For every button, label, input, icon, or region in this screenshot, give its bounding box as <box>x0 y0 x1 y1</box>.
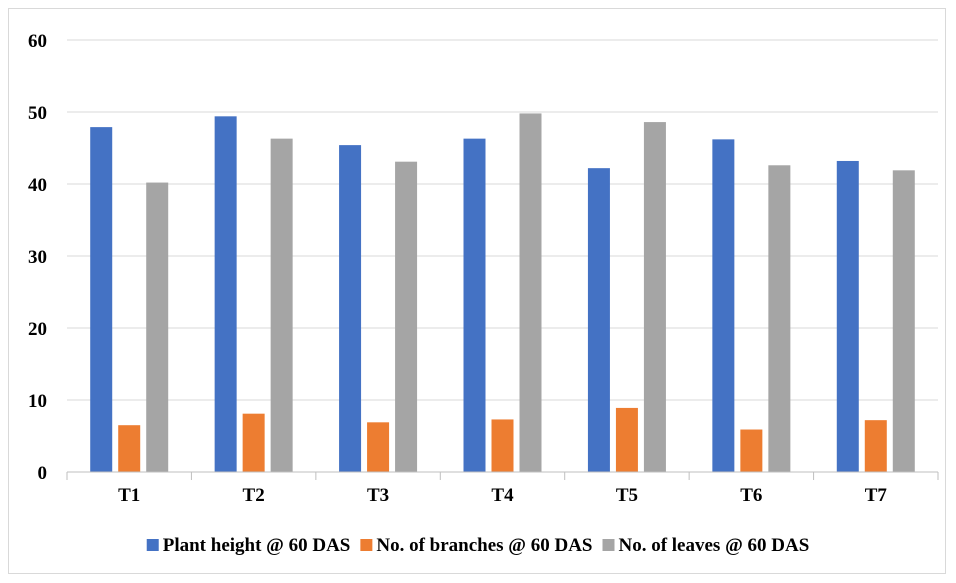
bar <box>768 165 791 472</box>
gridlines <box>67 39 938 401</box>
bar <box>270 138 293 472</box>
y-tick-label: 20 <box>28 319 47 340</box>
axes: 0 10 20 30 40 50 60 T1 T2 T3 T4 T5 T6 T7 <box>28 31 939 506</box>
x-tick-label: T5 <box>616 485 638 506</box>
y-tick-label: 60 <box>28 31 47 52</box>
bar <box>242 413 265 472</box>
legend-swatch <box>360 539 373 551</box>
legend: Plant height @ 60 DAS No. of branches @ 6… <box>146 535 809 556</box>
bar <box>892 170 915 472</box>
legend-label: Plant height @ 60 DAS <box>163 535 351 556</box>
legend-label: No. of branches @ 60 DAS <box>376 535 592 556</box>
y-tick-label: 30 <box>28 247 47 268</box>
x-tick-label: T6 <box>740 485 762 506</box>
x-tick-label: T1 <box>118 485 140 506</box>
bar <box>740 429 763 472</box>
bar <box>836 160 859 472</box>
bars <box>90 113 915 473</box>
bar <box>90 127 113 473</box>
y-tick-label: 0 <box>38 463 48 484</box>
y-tick-label: 50 <box>28 103 47 124</box>
y-tick-label: 10 <box>28 391 47 412</box>
x-tick-label: T3 <box>367 485 389 506</box>
bar <box>395 161 418 472</box>
bar <box>463 138 486 472</box>
legend-swatch <box>602 539 615 551</box>
x-tick-label: T2 <box>243 485 265 506</box>
bar <box>146 182 169 472</box>
y-tick-label: 40 <box>28 175 47 196</box>
bar <box>491 419 514 472</box>
legend-swatch <box>146 539 159 551</box>
legend-label: No. of leaves @ 60 DAS <box>618 535 809 556</box>
bar <box>367 422 390 472</box>
bar <box>643 122 666 472</box>
bar <box>519 113 542 472</box>
x-tick-label: T7 <box>865 485 888 506</box>
bar <box>339 145 362 472</box>
bar <box>118 425 141 472</box>
x-tick-label: T4 <box>491 485 514 506</box>
bar <box>864 420 887 472</box>
bar <box>214 116 237 472</box>
bar <box>615 407 638 472</box>
bar <box>587 168 610 472</box>
bar <box>712 139 735 473</box>
